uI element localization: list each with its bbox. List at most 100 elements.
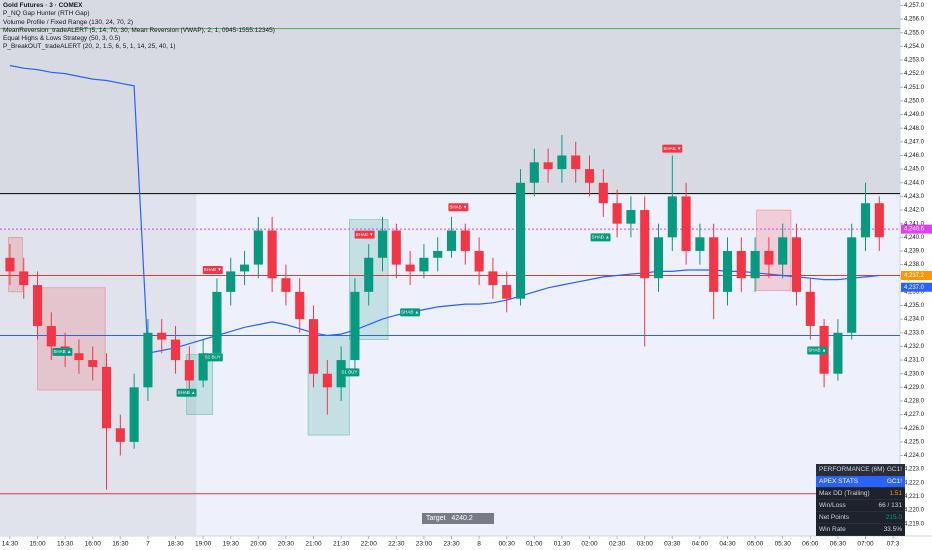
candle-body — [764, 250, 774, 265]
x-tick-label: 02:30 — [609, 541, 626, 548]
signal: SHAB ▲ — [52, 347, 73, 356]
y-tick-label: 4,233.0 — [904, 330, 925, 336]
candle-body — [226, 271, 236, 292]
signal-label: SHAB ▲ — [401, 310, 419, 315]
indicator: P_BreakOUT_tradeALERT (20, 2, 1.5, 6, 5,… — [3, 43, 176, 51]
stats-panel: PERFORMANCE (6M) GC1! APEX STATS GC1! Max … — [816, 464, 905, 536]
indicator: Volume Profile / Fixed Range (130, 24, 7… — [3, 18, 134, 26]
signal-label: SHAB ▼ — [356, 232, 374, 237]
y-tick-label: 4,245.0 — [904, 167, 925, 173]
candle-body — [308, 319, 319, 374]
x-tick-label: 16:30 — [112, 541, 129, 548]
y-tick-label: 4,254.0 — [904, 44, 925, 50]
candle-body — [405, 264, 415, 272]
signal: S1 BUY — [339, 368, 360, 377]
x-tick-label: 18:30 — [167, 541, 184, 548]
candle-body — [653, 237, 664, 279]
candle-body — [184, 360, 194, 381]
x-tick-label: 04:30 — [719, 541, 736, 548]
candle-body — [446, 230, 457, 251]
stats-label: Max DD (Trailing) — [819, 490, 870, 497]
y-tick-label: 4,235.0 — [904, 303, 925, 309]
x-tick-label: 19:30 — [223, 541, 240, 548]
y-tick-label: 4,256.0 — [904, 17, 925, 23]
y-tick-label: 4,230.0 — [904, 371, 925, 377]
candle-body — [129, 387, 139, 442]
signal-label: SHAB ▲ — [178, 390, 196, 395]
signal-bg — [400, 308, 421, 317]
y-tick-label: 4,227.0 — [904, 412, 925, 418]
y-tick-label: 4,246.0 — [904, 153, 925, 159]
x-tick-label: 8 — [477, 541, 481, 548]
stats-symbol: GC1! — [886, 466, 902, 473]
signal-bg — [662, 144, 683, 153]
x-tick-label: 16:00 — [85, 541, 102, 548]
candle-body — [860, 203, 871, 238]
x-tick-label: 7 — [146, 541, 150, 548]
y-tick-label: 4,236.0 — [904, 289, 925, 295]
signal: SHAB ▼ — [448, 203, 469, 212]
candle-body — [32, 285, 43, 326]
x-tick-label: 02:00 — [581, 541, 598, 548]
x-tick-label: 21:00 — [305, 541, 322, 548]
y-tick-label: 4,243.0 — [904, 194, 925, 200]
y-tick-label: 4,251.0 — [904, 85, 925, 91]
price-badge-label: 4,240.6 — [904, 227, 925, 233]
stats-row: Win Rate 33.5% — [816, 524, 905, 536]
candle-body — [736, 250, 746, 279]
stats-row: Win/Loss 66 / 131 — [816, 500, 905, 512]
y-tick-label: 4,244.0 — [904, 180, 925, 186]
signal: SHAB ▼ — [662, 144, 683, 153]
indicator: P_NQ Gap Hunter (RTH Gap) — [3, 10, 90, 18]
candle-body — [143, 332, 153, 388]
stats-title: PERFORMANCE (6M) — [819, 466, 885, 473]
signal-bg — [448, 203, 469, 212]
x-tick-label: 22:30 — [388, 541, 405, 548]
candle-body — [612, 203, 622, 224]
y-tick-label: 4,225.0 — [904, 439, 925, 445]
x-tick-label: 05:30 — [775, 541, 792, 548]
signal-label: SHAB ▲ — [808, 348, 826, 353]
candle-body — [46, 325, 56, 347]
y-tick-label: 4,224.0 — [904, 453, 925, 459]
signal-bg — [52, 347, 73, 356]
signal: S1 BUY — [202, 353, 223, 362]
y-tick-label: 4,232.0 — [904, 344, 925, 350]
target-label: Target — [426, 515, 446, 522]
y-tick-label: 4,234.0 — [904, 317, 925, 323]
x-tick-label: 03:00 — [637, 541, 654, 548]
candle-body — [350, 291, 360, 361]
x-tick-label: 14:30 — [2, 541, 19, 548]
x-tick-label: 20:30 — [278, 541, 295, 548]
candle-body — [198, 353, 208, 381]
y-tick-label: 4,231.0 — [904, 358, 925, 364]
signal-label: S1 BUY — [205, 355, 221, 360]
signal: SHAB ▲ — [176, 388, 197, 397]
stats-label: APEX STATS — [819, 478, 859, 485]
signal-label: SHAB ▼ — [663, 146, 681, 151]
vwap-line — [9, 64, 880, 354]
candle-body — [364, 257, 374, 292]
candle-body — [833, 332, 843, 374]
candle-body — [640, 210, 650, 279]
x-tick-label: 23:30 — [443, 541, 460, 548]
x-tick-label: 22:00 — [361, 541, 378, 548]
price-badge-label: 4,237.0 — [904, 285, 925, 291]
stats-value: GC1! — [886, 478, 902, 485]
y-tick-label: 4,255.0 — [904, 30, 925, 36]
stats-value: 33.5% — [883, 526, 902, 533]
x-tick-label: 04:00 — [692, 541, 709, 548]
indicator: MeanReversion_tradeALERT (5, 14, 70, 30,… — [3, 26, 275, 34]
candle-body — [598, 182, 608, 204]
stats-value: 66 / 131 — [878, 502, 903, 509]
y-tick-label: 4,248.0 — [904, 126, 925, 132]
candle-body — [709, 237, 719, 292]
candle-body — [433, 250, 443, 258]
signal-label: SHAB ▲ — [592, 235, 610, 240]
signal-bg — [807, 346, 828, 355]
candle-body — [295, 291, 305, 320]
x-tick-label: 01:00 — [526, 541, 543, 548]
candle-body — [543, 162, 553, 170]
signal-label: SHAB ▲ — [53, 349, 71, 354]
